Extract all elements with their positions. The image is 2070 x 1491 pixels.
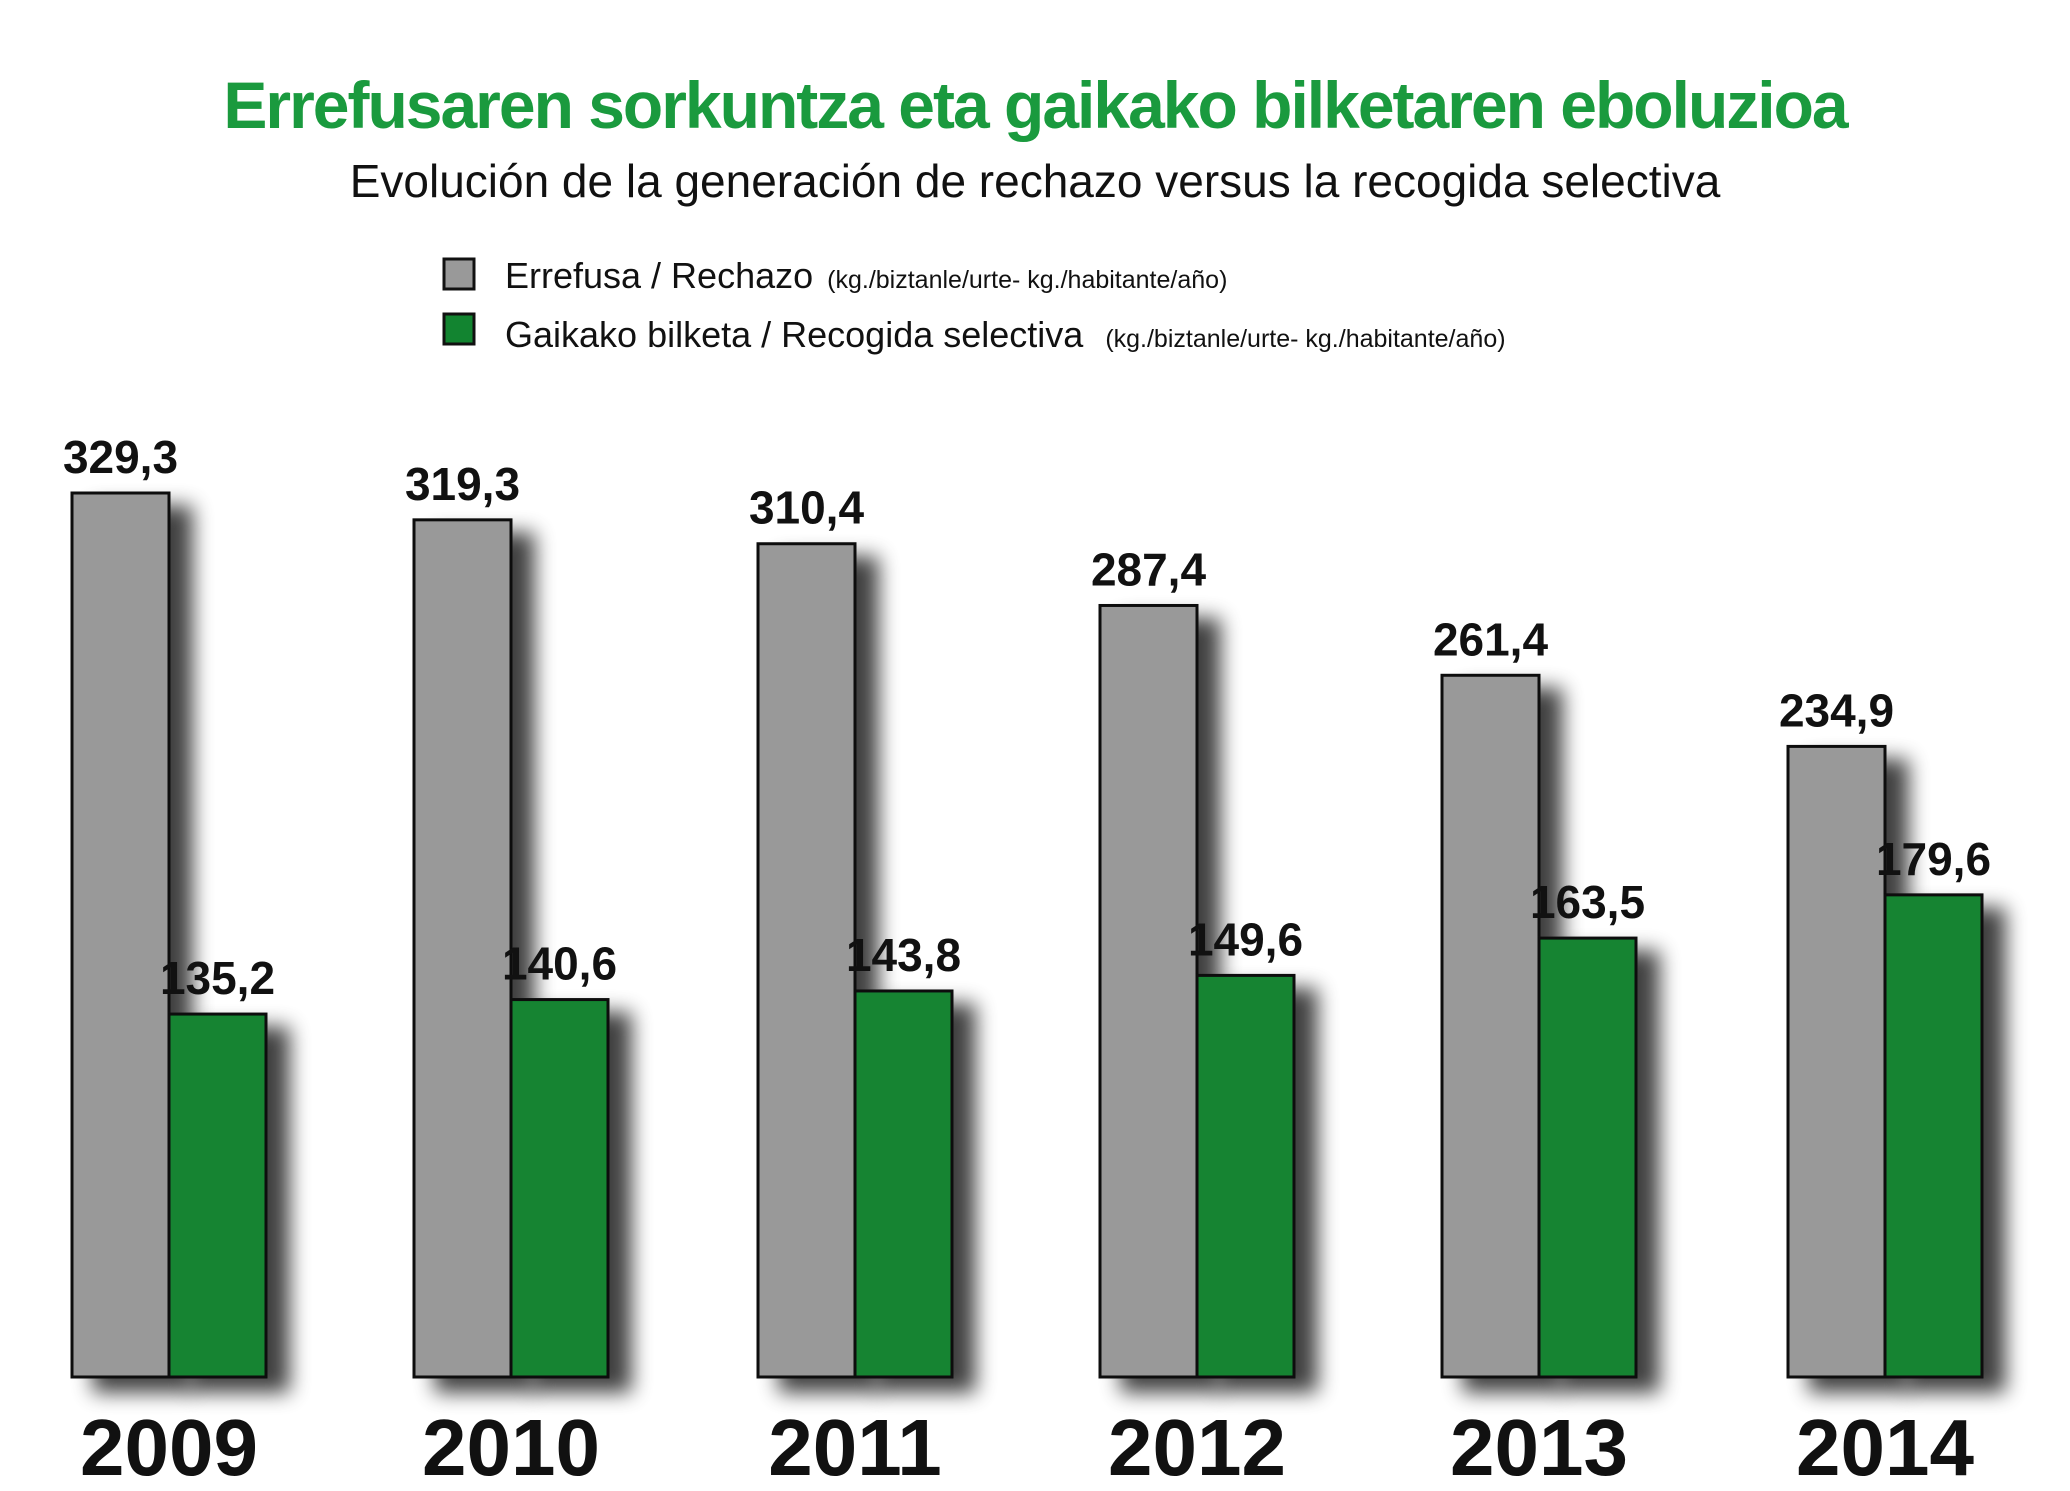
value-label-selectiva-2011: 143,8 — [846, 929, 961, 981]
bar-group-2012 — [1098, 603, 1296, 1379]
value-label-selectiva-2010: 140,6 — [502, 938, 617, 990]
year-label-2014: 2014 — [1796, 1403, 1974, 1491]
year-label-2012: 2012 — [1108, 1403, 1286, 1491]
value-label-rechazo-2009: 329,3 — [63, 431, 178, 483]
value-label-selectiva-2014: 179,6 — [1876, 833, 1991, 885]
legend-label-rechazo: Errefusa / Rechazo (kg./biztanle/urte- kg… — [505, 255, 1227, 296]
year-label-2010: 2010 — [422, 1403, 600, 1491]
chart-title: Errefusaren sorkuntza eta gaikako bilket… — [223, 68, 1850, 142]
bar-rechazo-2013 — [1440, 673, 1541, 1379]
bar-group-2014 — [1786, 744, 1984, 1379]
bar-group-2011 — [756, 542, 954, 1379]
legend-item-selectiva: Gaikako bilketa / Recogida selectiva (kg.… — [442, 312, 1506, 355]
bar-selectiva-2014 — [1883, 893, 1984, 1379]
bar-selectiva-2010 — [509, 998, 610, 1379]
bar-rechazo-2012 — [1098, 603, 1199, 1379]
legend-swatch-rechazo — [442, 257, 476, 291]
bar-selectiva-2011 — [853, 989, 954, 1379]
plot-area: 329,3 135,2 2009 319,3 140,6 2010 310,4 143,8 20… — [63, 431, 1991, 1491]
value-label-selectiva-2012: 149,6 — [1188, 913, 1303, 965]
bar-rechazo-2014 — [1786, 744, 1887, 1379]
year-label-2009: 2009 — [80, 1403, 258, 1491]
bar-selectiva-2012 — [1195, 973, 1296, 1379]
bar-selectiva-2009 — [167, 1012, 268, 1379]
legend-label-selectiva: Gaikako bilketa / Recogida selectiva (kg.… — [505, 314, 1506, 355]
value-label-selectiva-2013: 163,5 — [1530, 876, 1645, 928]
bar-group-2010 — [412, 518, 610, 1379]
value-label-selectiva-2009: 135,2 — [160, 952, 275, 1004]
bar-rechazo-2010 — [412, 518, 513, 1379]
value-label-rechazo-2012: 287,4 — [1091, 543, 1207, 595]
value-label-rechazo-2010: 319,3 — [405, 458, 520, 510]
year-label-2013: 2013 — [1450, 1403, 1628, 1491]
bar-group-2009 — [70, 491, 268, 1379]
year-label-2011: 2011 — [768, 1403, 942, 1491]
bar-selectiva-2013 — [1537, 936, 1638, 1379]
legend-item-rechazo: Errefusa / Rechazo (kg./biztanle/urte- kg… — [442, 255, 1227, 296]
bar-rechazo-2009 — [70, 491, 171, 1379]
legend-swatch-selectiva — [442, 312, 476, 346]
value-label-rechazo-2011: 310,4 — [749, 482, 865, 534]
legend: Errefusa / Rechazo (kg./biztanle/urte- kg… — [442, 255, 1506, 355]
value-label-rechazo-2014: 234,9 — [1779, 684, 1894, 736]
value-label-rechazo-2013: 261,4 — [1433, 613, 1549, 665]
bar-rechazo-2011 — [756, 542, 857, 1379]
chart-subtitle: Evolución de la generación de rechazo ve… — [350, 155, 1721, 207]
bar-group-2013 — [1440, 673, 1638, 1379]
